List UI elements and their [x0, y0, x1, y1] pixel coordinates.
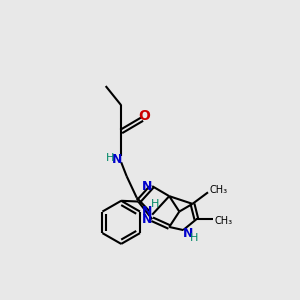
Text: N: N: [183, 226, 193, 240]
Text: H: H: [190, 233, 198, 243]
Text: N: N: [142, 213, 153, 226]
Text: H: H: [151, 199, 160, 209]
Text: O: O: [139, 109, 150, 123]
Text: N: N: [112, 153, 122, 166]
Text: CH₃: CH₃: [215, 216, 233, 226]
Text: N: N: [142, 180, 153, 193]
Text: N: N: [142, 205, 152, 218]
Text: CH₃: CH₃: [210, 185, 228, 195]
Text: H: H: [105, 153, 114, 163]
